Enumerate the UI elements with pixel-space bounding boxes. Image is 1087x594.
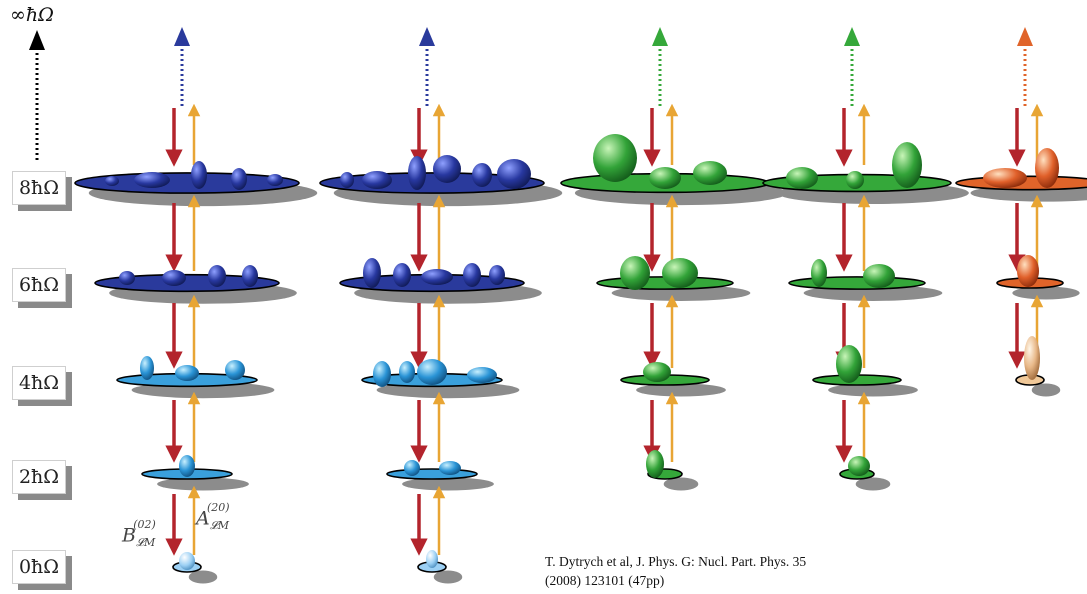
column-1-level-6-deformation-0 (363, 258, 381, 288)
level-label-8: 8ħΩ (12, 171, 66, 205)
column-2-top-arrow-head (652, 27, 668, 46)
column-4-level-8-deformation-1 (1035, 148, 1059, 188)
raising-operator-subscript: 𝓛M (209, 519, 229, 533)
level-label-4: 4ħΩ (12, 366, 66, 400)
lowering-operator-superscript: (02) (133, 518, 156, 531)
column-1-level-6-deformation-4 (489, 265, 505, 285)
column-1-level-4-deformation-2 (417, 359, 447, 385)
column-1-level-2-deformation-0 (404, 460, 420, 476)
column-0-level-2-shadow (157, 477, 249, 491)
column-1-level-2-deformation-1 (439, 461, 461, 475)
lowering-operator-subscript: 𝓛M (135, 536, 156, 550)
column-0-level-6-deformation-2 (208, 265, 226, 287)
column-2-level-4-shadow (636, 383, 726, 397)
column-2-level-2-shadow (663, 477, 699, 491)
citation-line-2: (2008) 123101 (47pp) (545, 573, 665, 588)
column-1-level-8-deformation-0 (340, 172, 354, 188)
column-0-level-0-deformation-0 (179, 552, 195, 570)
raising-operator-symbol: A (196, 507, 210, 530)
column-3-level-6-plate (788, 276, 926, 290)
column-2-level-2-deformation-0 (646, 450, 664, 478)
column-0-level-0-shadow (188, 570, 218, 584)
column-1-level-6-deformation-2 (421, 269, 453, 285)
infinity-level-label: ∞ħΩ (10, 4, 54, 26)
column-4-level-4-shadow (1031, 383, 1061, 397)
column-2-level-8-deformation-0 (593, 134, 637, 182)
column-0-level-6-deformation-3 (242, 265, 258, 287)
column-3-top-arrow-head (844, 27, 860, 46)
column-0-top-arrow-head (174, 27, 190, 46)
column-1-level-4-deformation-3 (467, 367, 497, 383)
column-3-level-2-deformation-0 (848, 456, 870, 476)
column-2-level-8-deformation-1 (649, 167, 681, 189)
lowering-operator-symbol: B (122, 524, 136, 547)
column-4-top-arrow-head (1017, 27, 1033, 46)
column-1-level-8-deformation-5 (497, 159, 531, 189)
column-0-level-6-plate (94, 273, 280, 293)
column-4-level-6-deformation-0 (1017, 255, 1039, 287)
raising-operator-label: A𝓛M (20) (196, 501, 252, 533)
column-0-level-2-deformation-0 (179, 455, 195, 477)
citation-line-1: T. Dytrych et al, J. Phys. G: Nucl. Part… (545, 554, 807, 569)
column-3-level-8-deformation-0 (786, 167, 818, 189)
column-1-level-8-deformation-2 (408, 156, 426, 190)
column-0-level-8-deformation-0 (105, 176, 119, 186)
infinity-arrow-head (29, 30, 45, 50)
column-0-level-8-deformation-1 (134, 172, 170, 188)
column-0-level-6-deformation-1 (162, 270, 186, 286)
column-3-level-4-shadow (828, 383, 918, 397)
column-1-level-6-deformation-1 (393, 263, 411, 287)
column-0-level-8-deformation-4 (267, 174, 283, 186)
column-1-level-8-deformation-4 (472, 163, 492, 187)
column-3-level-2-shadow (855, 477, 891, 491)
column-3-level-6-deformation-1 (863, 264, 895, 288)
column-1-level-4-deformation-1 (399, 361, 415, 383)
column-2-level-6-deformation-0 (620, 256, 650, 290)
column-1-top-arrow-head (419, 27, 435, 46)
level-label-6: 6ħΩ (12, 268, 66, 302)
column-0-level-6-deformation-0 (119, 271, 135, 285)
column-4-level-6-shadow (1012, 286, 1080, 300)
column-3-level-8-deformation-1 (846, 171, 864, 189)
column-1-level-0-shadow (433, 570, 463, 584)
column-1-level-4-deformation-0 (373, 361, 391, 387)
citation: T. Dytrych et al, J. Phys. G: Nucl. Part… (545, 552, 905, 590)
column-0-level-4-deformation-1 (175, 365, 199, 381)
column-1-level-8-deformation-1 (362, 171, 392, 189)
column-3-level-4-deformation-0 (836, 345, 862, 383)
raising-operator-superscript: (20) (207, 501, 230, 514)
level-label-0: 0ħΩ (12, 550, 66, 584)
column-1-level-0-deformation-0 (426, 550, 438, 568)
level-label-2: 2ħΩ (12, 460, 66, 494)
column-0-level-4-deformation-2 (225, 360, 245, 380)
column-1-level-2-shadow (402, 477, 494, 491)
column-1-level-6-deformation-3 (463, 263, 481, 287)
column-4-level-4-deformation-0 (1024, 336, 1040, 380)
column-0-level-8-deformation-3 (231, 168, 247, 190)
column-4-level-8-deformation-0 (983, 168, 1027, 188)
lowering-operator-label: B𝓛M (02) (122, 518, 178, 550)
column-3-level-8-deformation-2 (892, 142, 922, 188)
column-0-level-8-deformation-2 (191, 161, 207, 189)
column-1-level-8-deformation-3 (433, 155, 461, 183)
column-2-level-6-deformation-1 (662, 258, 698, 288)
column-2-level-4-deformation-0 (643, 362, 671, 382)
column-2-level-8-deformation-2 (693, 161, 727, 185)
column-3-level-6-deformation-0 (811, 259, 827, 287)
column-1-level-2-plate (386, 468, 478, 480)
column-0-level-4-deformation-0 (140, 356, 154, 380)
